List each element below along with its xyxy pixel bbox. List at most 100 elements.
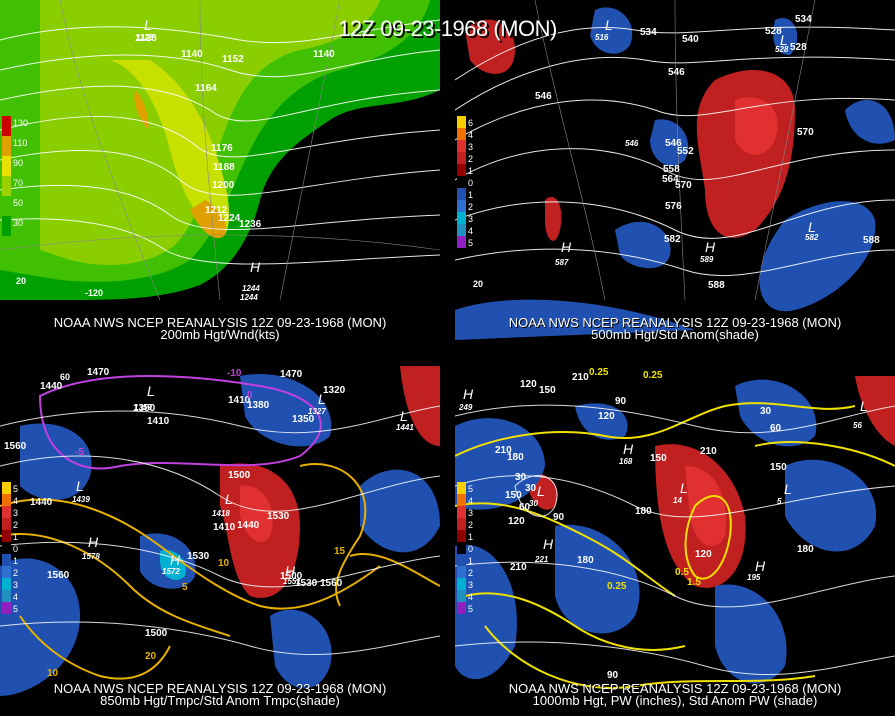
panel-1000mb: 120 150 210 0.25 0.25 120 90 30 60 30 21… (455, 366, 895, 716)
svg-text:H: H (170, 552, 181, 568)
svg-text:L: L (400, 408, 408, 424)
svg-text:588: 588 (863, 235, 880, 246)
legend-swatch (2, 176, 11, 196)
legend-label: 3 (468, 142, 474, 152)
svg-text:210: 210 (700, 446, 717, 457)
pressure-center-value: 5 (777, 497, 782, 506)
svg-text:H: H (463, 386, 474, 402)
svg-text:1410: 1410 (213, 522, 236, 533)
pressure-center-value: 1439 (72, 495, 90, 504)
svg-text:120: 120 (508, 516, 525, 527)
legend-label: 0 (468, 178, 474, 188)
legend-swatch (2, 590, 11, 602)
legend-swatch (457, 236, 466, 248)
svg-text:0.25: 0.25 (589, 367, 609, 378)
pressure-center-value: 1441 (396, 423, 414, 432)
legend-swatch (457, 164, 466, 176)
legend-label: 50 (13, 198, 24, 208)
legend-swatch (457, 602, 466, 614)
svg-text:L: L (860, 398, 868, 414)
legend-swatch (457, 590, 466, 602)
svg-text:1500: 1500 (228, 470, 251, 481)
svg-text:1.5: 1.5 (687, 577, 701, 588)
svg-text:546: 546 (668, 67, 685, 78)
svg-text:540: 540 (682, 34, 699, 45)
pressure-center-value: 14 (673, 496, 682, 505)
contour-labels-200mb: 1140 1152 1164 1176 1188 1200 1212 1224 … (135, 33, 335, 230)
pressure-center-value: 56 (853, 421, 862, 430)
contour-labels-1000mb: 120 150 210 0.25 0.25 120 90 30 60 30 21… (495, 367, 814, 681)
legend-label: 5 (468, 484, 474, 494)
svg-text:60: 60 (60, 372, 70, 382)
legend-swatch (2, 156, 11, 176)
legend-swatch (457, 152, 466, 164)
legend-swatch (457, 176, 466, 188)
pressure-center-value: 1244 (240, 293, 258, 302)
svg-text:1440: 1440 (30, 497, 53, 508)
svg-text:1140: 1140 (181, 49, 203, 60)
svg-text:90: 90 (553, 512, 565, 523)
svg-text:L: L (76, 478, 84, 494)
svg-text:10: 10 (218, 558, 230, 569)
svg-text:1140: 1140 (313, 49, 335, 60)
contour-labels-850mb: 1440 1470 1380 1410 1410 1380 1350 1320 … (4, 367, 346, 679)
pressure-center-value: 1551 (283, 577, 301, 586)
panel-850mb: 1440 1470 1380 1410 1410 1380 1350 1320 … (0, 366, 440, 716)
legend-label: 2 (468, 520, 474, 530)
svg-text:534: 534 (795, 14, 812, 25)
legend-swatch (457, 482, 466, 494)
svg-text:1200: 1200 (212, 180, 235, 191)
svg-text:582: 582 (664, 234, 681, 245)
legend-swatch (457, 140, 466, 152)
pressure-center-value: 528 (775, 45, 789, 54)
svg-text:60: 60 (519, 502, 531, 513)
legend-swatch (457, 128, 466, 140)
legend-swatch (457, 224, 466, 236)
svg-text:-5: -5 (75, 447, 84, 458)
svg-text:20: 20 (145, 651, 157, 662)
svg-text:H: H (250, 259, 261, 275)
pressure-center-value: 1572 (162, 567, 180, 576)
svg-text:1560: 1560 (4, 441, 27, 452)
svg-text:L: L (605, 17, 613, 33)
legend-swatch (457, 518, 466, 530)
legend-swatch (2, 578, 11, 590)
svg-text:0.5: 0.5 (675, 567, 689, 578)
svg-text:150: 150 (650, 453, 667, 464)
svg-text:1320: 1320 (323, 385, 346, 396)
legend-swatch (2, 196, 11, 216)
svg-text:10: 10 (47, 668, 59, 679)
svg-text:150: 150 (770, 462, 787, 473)
svg-text:1236: 1236 (239, 219, 262, 230)
pressure-center-value: 546 (625, 139, 639, 148)
legend-label: 5 (13, 604, 19, 614)
svg-text:L: L (225, 491, 233, 507)
map-850mb: 1440 1470 1380 1410 1410 1380 1350 1320 … (0, 366, 440, 696)
svg-text:0.25: 0.25 (643, 370, 663, 381)
pressure-center-value: 1578 (82, 552, 100, 561)
legend-label: 4 (468, 496, 474, 506)
legend-label: 30 (13, 218, 24, 228)
svg-text:1470: 1470 (87, 367, 110, 378)
legend-swatch (457, 566, 466, 578)
pressure-center-value: 587 (555, 258, 569, 267)
svg-text:0.25: 0.25 (607, 581, 627, 592)
legend-swatch (2, 482, 11, 494)
pressure-center-value: 1327 (308, 407, 326, 416)
caption-line1: NOAA NWS NCEP REANALYSIS 12Z 09-23-1968 … (508, 681, 842, 696)
legend-swatch (2, 602, 11, 614)
legend-label: 3 (468, 508, 474, 518)
legend-swatch (2, 136, 11, 156)
legend-label: 0 (13, 544, 19, 554)
svg-text:120: 120 (598, 411, 615, 422)
legend-label: 3 (13, 580, 19, 590)
svg-text:1410: 1410 (147, 416, 170, 427)
legend-swatch (457, 506, 466, 518)
caption-line2: 850mb Hgt/Tmpc/Std Anom Tmpc(shade) (100, 693, 340, 708)
legend-label: 3 (13, 508, 19, 518)
svg-text:0: 0 (247, 390, 253, 401)
svg-text:1380: 1380 (133, 403, 156, 414)
svg-text:1224: 1224 (218, 213, 241, 224)
legend-label: 1 (468, 190, 474, 200)
svg-text:546: 546 (535, 91, 552, 102)
